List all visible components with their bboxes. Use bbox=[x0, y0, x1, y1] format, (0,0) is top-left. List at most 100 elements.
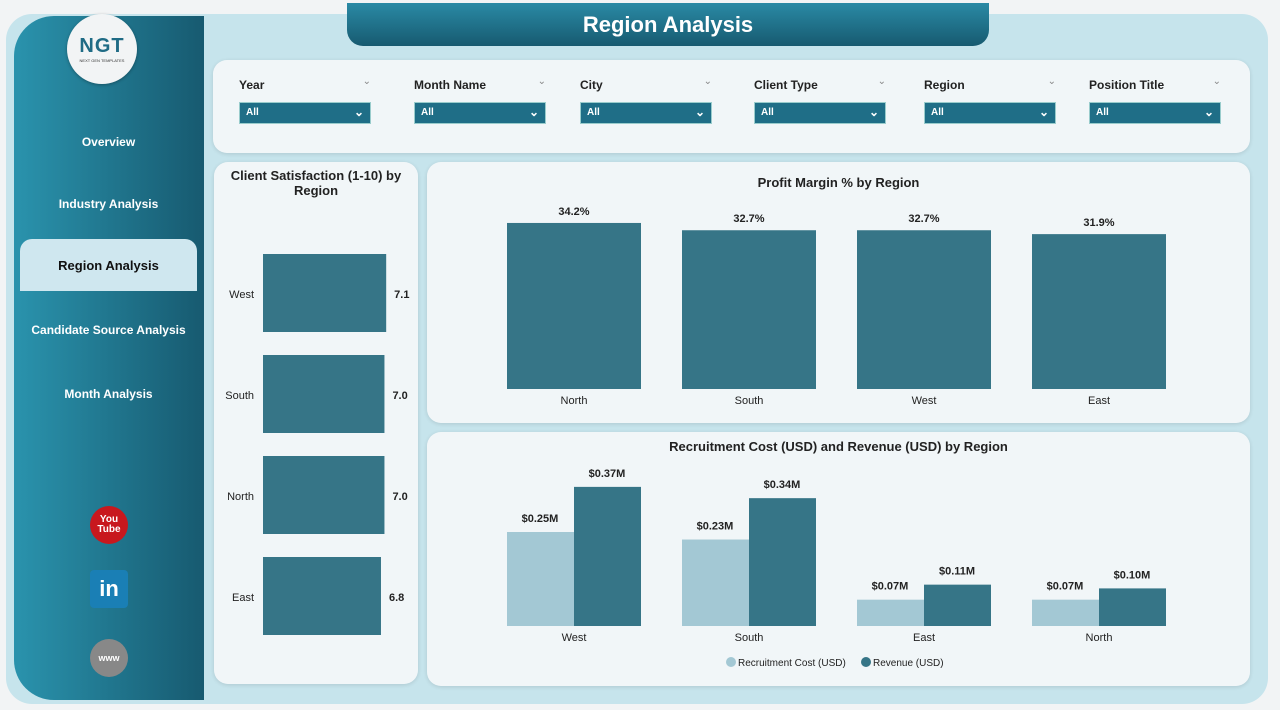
legend-label-recruitment-cost: Recruitment Cost (USD) bbox=[738, 658, 846, 669]
recruitment-cost-bar bbox=[507, 532, 574, 626]
satisfaction-value-label: 7.0 bbox=[392, 390, 407, 402]
satisfaction-value-label: 7.0 bbox=[392, 491, 407, 503]
profit-value-label: 31.9% bbox=[1083, 217, 1114, 229]
filter-city[interactable]: City ⌄ All ⌄ bbox=[580, 76, 712, 124]
nav-label: Industry Analysis bbox=[58, 197, 159, 211]
recruitment-cost-bar bbox=[857, 599, 924, 626]
chevron-down-icon: ⌄ bbox=[528, 105, 539, 119]
filter-label-text: Position Title bbox=[1089, 78, 1165, 92]
satisfaction-value-label: 7.1 bbox=[394, 289, 409, 301]
revenue-bar bbox=[1099, 588, 1166, 626]
profit-chart-title: Profit Margin % by Region bbox=[757, 175, 920, 190]
filter-dropdown[interactable]: All ⌄ bbox=[924, 102, 1056, 124]
satisfaction-chart-title: Client Satisfaction (1-10) by Region bbox=[230, 168, 402, 198]
filter-label-text: Region bbox=[924, 78, 965, 92]
profit-category-label: South bbox=[735, 395, 764, 407]
profit-category-label: North bbox=[561, 395, 588, 407]
filter-dropdown[interactable]: All ⌄ bbox=[414, 102, 546, 124]
profit-category-label: East bbox=[1088, 395, 1110, 407]
satisfaction-category-label: West bbox=[229, 289, 254, 301]
nav-candidate-source-analysis[interactable]: Candidate Source Analysis bbox=[20, 304, 197, 356]
logo-text: NGT bbox=[79, 35, 125, 57]
recruitment-cost-value-label: $0.07M bbox=[1047, 581, 1084, 593]
filter-label: Region ⌄ bbox=[924, 76, 1056, 94]
cost-revenue-category-label: North bbox=[1086, 632, 1113, 644]
filter-month-name[interactable]: Month Name ⌄ All ⌄ bbox=[414, 76, 546, 124]
logo-tagline: NEXT GEN TEMPLATES bbox=[79, 58, 125, 63]
satisfaction-bar bbox=[263, 355, 385, 433]
filter-label-text: City bbox=[580, 78, 603, 92]
satisfaction-bar bbox=[263, 557, 381, 635]
cost-revenue-category-label: West bbox=[562, 632, 587, 644]
recruitment-cost-value-label: $0.25M bbox=[522, 513, 559, 525]
revenue-bar bbox=[749, 498, 816, 626]
satisfaction-category-label: North bbox=[227, 491, 254, 503]
filter-region[interactable]: Region ⌄ All ⌄ bbox=[924, 76, 1056, 124]
filter-label-text: Month Name bbox=[414, 78, 486, 92]
legend-marker-revenue bbox=[861, 657, 871, 667]
chevron-down-icon: ⌄ bbox=[1203, 105, 1214, 119]
legend-marker-recruitment-cost bbox=[726, 657, 736, 667]
profit-value-label: 34.2% bbox=[558, 206, 589, 218]
profit-value-label: 32.7% bbox=[908, 213, 939, 225]
revenue-value-label: $0.11M bbox=[939, 566, 975, 578]
filter-label: Year ⌄ bbox=[239, 76, 371, 94]
profit-bar bbox=[507, 222, 641, 389]
revenue-value-label: $0.10M bbox=[1114, 569, 1151, 581]
revenue-bar bbox=[574, 486, 641, 626]
youtube-icon[interactable]: You Tube bbox=[90, 506, 128, 544]
legend-label-revenue: Revenue (USD) bbox=[873, 658, 944, 669]
revenue-bar bbox=[924, 584, 991, 626]
satisfaction-bar bbox=[263, 254, 387, 332]
chevron-down-icon[interactable]: ⌄ bbox=[1212, 76, 1221, 87]
website-icon[interactable]: www bbox=[90, 639, 128, 677]
chevron-down-icon: ⌄ bbox=[1038, 105, 1049, 119]
chevron-down-icon: ⌄ bbox=[868, 105, 879, 119]
linkedin-icon[interactable]: in bbox=[90, 570, 128, 608]
chevron-down-icon[interactable]: ⌄ bbox=[537, 76, 546, 87]
nav-month-analysis[interactable]: Month Analysis bbox=[20, 368, 197, 420]
nav-industry-analysis[interactable]: Industry Analysis bbox=[20, 178, 197, 230]
filter-value: All bbox=[1096, 107, 1109, 118]
cost-revenue-chart-title: Recruitment Cost (USD) and Revenue (USD)… bbox=[669, 439, 1008, 454]
filter-label-text: Year bbox=[239, 78, 265, 92]
profit-category-label: West bbox=[912, 395, 937, 407]
filter-value: All bbox=[421, 107, 434, 118]
nav-label: Month Analysis bbox=[64, 387, 153, 401]
revenue-value-label: $0.34M bbox=[764, 479, 801, 491]
chevron-down-icon[interactable]: ⌄ bbox=[703, 76, 712, 87]
filter-label: Position Title ⌄ bbox=[1089, 76, 1221, 94]
filter-dropdown[interactable]: All ⌄ bbox=[239, 102, 371, 124]
filter-label: Month Name ⌄ bbox=[414, 76, 546, 94]
profit-value-label: 32.7% bbox=[733, 213, 764, 225]
chevron-down-icon[interactable]: ⌄ bbox=[362, 76, 371, 87]
filter-label: Client Type ⌄ bbox=[754, 76, 886, 94]
satisfaction-category-label: South bbox=[225, 390, 254, 402]
nav-region-analysis[interactable]: Region Analysis bbox=[20, 239, 197, 291]
chevron-down-icon[interactable]: ⌄ bbox=[1047, 76, 1056, 87]
filter-dropdown[interactable]: All ⌄ bbox=[754, 102, 886, 124]
cost-revenue-category-label: South bbox=[735, 632, 764, 644]
filter-value: All bbox=[246, 107, 259, 118]
nav-label: Overview bbox=[81, 135, 136, 149]
filter-value: All bbox=[761, 107, 774, 118]
satisfaction-value-label: 6.8 bbox=[389, 592, 404, 604]
nav-overview[interactable]: Overview bbox=[20, 116, 197, 168]
filter-panel bbox=[213, 60, 1250, 153]
profit-bar bbox=[1032, 234, 1166, 389]
filter-year[interactable]: Year ⌄ All ⌄ bbox=[239, 76, 371, 124]
filter-label: City ⌄ bbox=[580, 76, 712, 94]
filter-value: All bbox=[931, 107, 944, 118]
satisfaction-category-label: East bbox=[232, 592, 254, 604]
recruitment-cost-value-label: $0.23M bbox=[697, 521, 734, 533]
profit-bar bbox=[857, 230, 991, 389]
filter-dropdown[interactable]: All ⌄ bbox=[580, 102, 712, 124]
page-title-text: Region Analysis bbox=[582, 11, 754, 37]
profit-bar bbox=[682, 230, 816, 389]
filter-dropdown[interactable]: All ⌄ bbox=[1089, 102, 1221, 124]
chevron-down-icon[interactable]: ⌄ bbox=[877, 76, 886, 87]
filter-value: All bbox=[587, 107, 600, 118]
filter-client-type[interactable]: Client Type ⌄ All ⌄ bbox=[754, 76, 886, 124]
filter-position-title[interactable]: Position Title ⌄ All ⌄ bbox=[1089, 76, 1221, 124]
